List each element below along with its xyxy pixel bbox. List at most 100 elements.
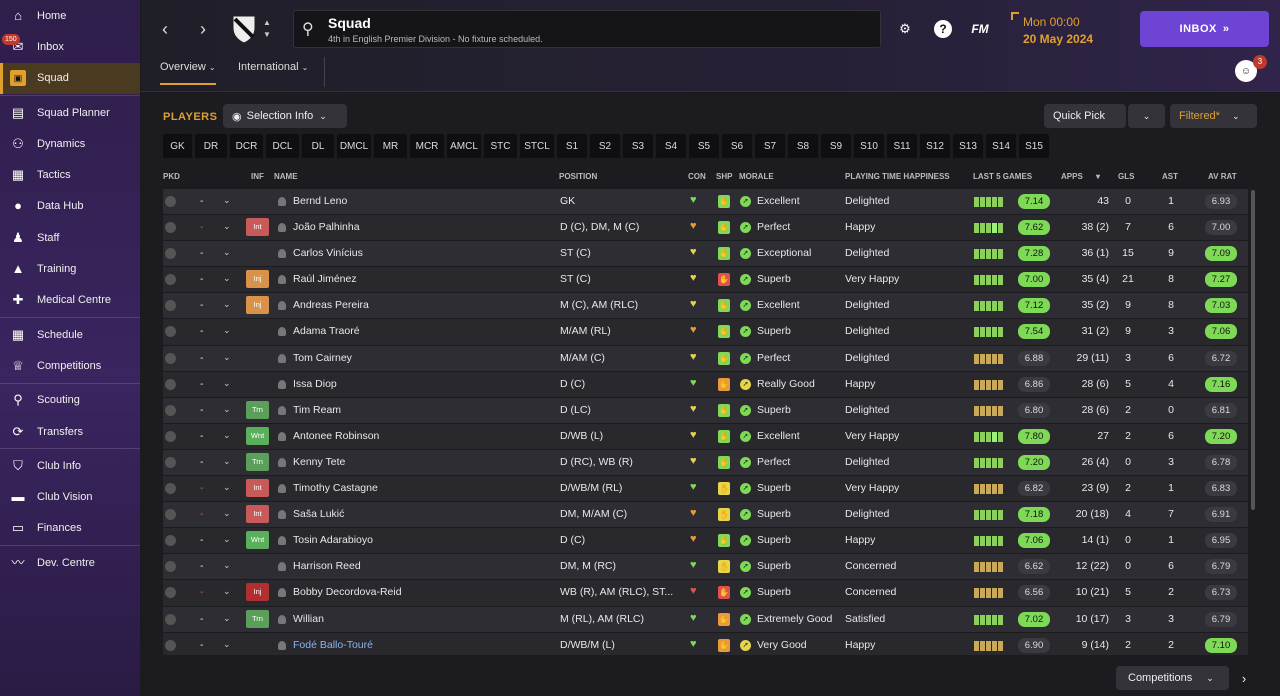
sidebar-item-inbox[interactable]: ✉ 150 Inbox	[0, 31, 140, 62]
player-name[interactable]: Willian	[293, 612, 324, 625]
competitions-button[interactable]: Competitions ⌄	[1116, 666, 1229, 690]
table-row[interactable]: - ⌄ Adama Traoré M/AM (RL) ♥ ✋ ➚ Superb Delighte…	[163, 319, 1248, 346]
club-up-icon[interactable]: ▲	[263, 18, 271, 27]
table-row[interactable]: - ⌄ Trn Willian M (RL), AM (RLC) ♥ ✋ ➚ Extremely…	[163, 606, 1248, 633]
sidebar-item-training[interactable]: ▲ Training	[0, 253, 140, 284]
player-name[interactable]: Harrison Reed	[293, 560, 361, 573]
pick-checkbox[interactable]	[165, 222, 176, 234]
player-name[interactable]: Antonee Robinson	[293, 429, 380, 442]
selection-dash[interactable]: -	[200, 221, 204, 234]
row-chevron-down-icon[interactable]: ⌄	[223, 247, 231, 258]
player-name[interactable]: Bobby Decordova-Reid	[293, 586, 402, 599]
pick-checkbox[interactable]	[165, 587, 176, 599]
position-button-s7[interactable]: S7	[755, 134, 785, 158]
selection-dash[interactable]: -	[200, 247, 204, 260]
pick-checkbox[interactable]	[165, 274, 176, 286]
sidebar-item-squad[interactable]: ▣ Squad	[0, 62, 140, 94]
player-name[interactable]: João Palhinha	[293, 221, 360, 234]
pick-checkbox[interactable]	[165, 326, 176, 338]
table-row[interactable]: - ⌄ Tom Cairney M/AM (C) ♥ ✋ ➚ Perfect Delighted…	[163, 345, 1248, 372]
position-button-gk[interactable]: GK	[163, 134, 192, 158]
sidebar-item-club-info[interactable]: ⛉ Club Info	[0, 450, 140, 481]
position-button-s9[interactable]: S9	[821, 134, 851, 158]
sidebar-item-transfers[interactable]: ⟳ Transfers	[0, 416, 140, 447]
player-name[interactable]: Adama Traoré	[293, 325, 360, 338]
selection-dash[interactable]: -	[200, 482, 204, 495]
player-name[interactable]: Saša Lukić	[293, 508, 345, 521]
position-button-s11[interactable]: S11	[887, 134, 917, 158]
quick-pick-dropdown[interactable]: ⌄	[1128, 104, 1165, 128]
sidebar-item-tactics[interactable]: ▦ Tactics	[0, 159, 140, 190]
selection-dash[interactable]: -	[200, 508, 204, 521]
sidebar-item-staff[interactable]: ♟ Staff	[0, 222, 140, 253]
pick-checkbox[interactable]	[165, 300, 176, 312]
position-button-dmcl[interactable]: DMCL	[337, 134, 371, 158]
next-arrow-icon[interactable]: ›	[1241, 670, 1247, 686]
position-button-s1[interactable]: S1	[557, 134, 587, 158]
player-name[interactable]: Raúl Jiménez	[293, 273, 357, 286]
table-row[interactable]: - ⌄ Trn Kenny Tete D (RC), WB (R) ♥ ✋ ➚ Perfect D…	[163, 449, 1248, 477]
selection-dash[interactable]: -	[200, 638, 204, 651]
table-row[interactable]: - ⌄ Inj Raúl Jiménez ST (C) ♥ ✋ ➚ Superb Very Hap…	[163, 267, 1248, 294]
sidebar-item-data-hub[interactable]: ● Data Hub	[0, 191, 140, 222]
player-name[interactable]: Tosin Adarabioyo	[293, 534, 373, 547]
pick-checkbox[interactable]	[165, 456, 176, 468]
position-button-stc[interactable]: STC	[484, 134, 517, 158]
sidebar-item-scouting[interactable]: ⚲ Scouting	[0, 385, 140, 416]
row-chevron-down-icon[interactable]: ⌄	[223, 299, 231, 310]
table-row[interactable]: - ⌄ Int Timothy Castagne D/WB/M (RL) ♥ ✋ ➚ Super…	[163, 476, 1248, 503]
sort-down-icon[interactable]: ▾	[1096, 172, 1101, 181]
player-name[interactable]: Kenny Tete	[293, 455, 346, 468]
col-apps[interactable]: APPS	[1061, 172, 1083, 181]
position-button-s13[interactable]: S13	[953, 134, 983, 158]
position-button-s5[interactable]: S5	[689, 134, 719, 158]
player-name[interactable]: Tom Cairney	[293, 351, 352, 364]
sidebar-item-competitions[interactable]: ♕ Competitions	[0, 350, 140, 381]
col-gls[interactable]: GLS	[1118, 172, 1135, 181]
table-row[interactable]: - ⌄ Wnt Antonee Robinson D/WB (L) ♥ ✋ ➚ Excellen…	[163, 423, 1248, 450]
row-chevron-down-icon[interactable]: ⌄	[223, 455, 231, 466]
help-icon[interactable]: ?	[934, 20, 952, 38]
row-chevron-down-icon[interactable]: ⌄	[223, 482, 231, 493]
player-name[interactable]: Fodé Ballo-Touré	[293, 638, 373, 651]
pick-checkbox[interactable]	[165, 352, 176, 364]
col-last5[interactable]: LAST 5 GAMES	[973, 172, 1033, 181]
player-name[interactable]: Tim Ream	[293, 403, 342, 416]
pick-checkbox[interactable]	[165, 430, 176, 442]
pick-checkbox[interactable]	[165, 378, 176, 390]
row-chevron-down-icon[interactable]: ⌄	[223, 429, 231, 440]
table-row[interactable]: - ⌄ Int João Palhinha D (C), DM, M (C) ♥ ✋ ➚ Per…	[163, 215, 1248, 242]
position-button-s2[interactable]: S2	[590, 134, 620, 158]
position-button-mr[interactable]: MR	[374, 134, 407, 158]
inbox-button[interactable]: INBOX »	[1140, 11, 1269, 47]
back-arrow-icon[interactable]: ‹	[162, 18, 168, 39]
tab-overview[interactable]: Overview ⌄	[160, 61, 216, 85]
col-position[interactable]: POSITION	[559, 172, 598, 181]
table-row[interactable]: - ⌄ Harrison Reed DM, M (RC) ♥ ✋ ➚ Superb Concer…	[163, 554, 1248, 581]
player-name[interactable]: Issa Diop	[293, 377, 337, 390]
col-inf[interactable]: INF	[251, 172, 264, 181]
table-row[interactable]: - ⌄ Fodé Ballo-Touré D/WB/M (L) ♥ ✋ ➚ Very Good…	[163, 632, 1248, 655]
sidebar-item-home[interactable]: ⌂ Home	[0, 0, 140, 31]
pick-checkbox[interactable]	[165, 404, 176, 416]
col-morale[interactable]: MORALE	[739, 172, 774, 181]
people-icon[interactable]: ☺	[1235, 60, 1257, 82]
player-name[interactable]: Andreas Pereira	[293, 299, 369, 312]
table-row[interactable]: - ⌄ Carlos Vinícius ST (C) ♥ ✋ ➚ Exceptional Del…	[163, 241, 1248, 268]
table-row[interactable]: - ⌄ Inj Bobby Decordova-Reid WB (R), AM (RLC…	[163, 580, 1248, 607]
table-row[interactable]: - ⌄ Trn Tim Ream D (LC) ♥ ✋ ➚ Superb Delighted 6.8…	[163, 397, 1248, 424]
table-row[interactable]: - ⌄ Inj Andreas Pereira M (C), AM (RLC) ♥ ✋ ➚ Ex…	[163, 293, 1248, 320]
search-box[interactable]: ⚲ Squad 4th in English Premier Division …	[293, 10, 881, 48]
sidebar-item-dynamics[interactable]: ⚇ Dynamics	[0, 128, 140, 159]
col-pkd[interactable]: PKD	[163, 172, 180, 181]
sidebar-item-dev-centre[interactable]: 〰 Dev. Centre	[0, 547, 140, 578]
col-playing-time[interactable]: PLAYING TIME HAPPINESS	[845, 172, 950, 181]
position-button-s6[interactable]: S6	[722, 134, 752, 158]
row-chevron-down-icon[interactable]: ⌄	[223, 221, 231, 232]
selection-dash[interactable]: -	[200, 586, 204, 599]
position-button-dcl[interactable]: DCL	[266, 134, 299, 158]
row-chevron-down-icon[interactable]: ⌄	[223, 534, 231, 545]
row-chevron-down-icon[interactable]: ⌄	[223, 508, 231, 519]
position-button-s14[interactable]: S14	[986, 134, 1016, 158]
pick-checkbox[interactable]	[165, 509, 176, 521]
